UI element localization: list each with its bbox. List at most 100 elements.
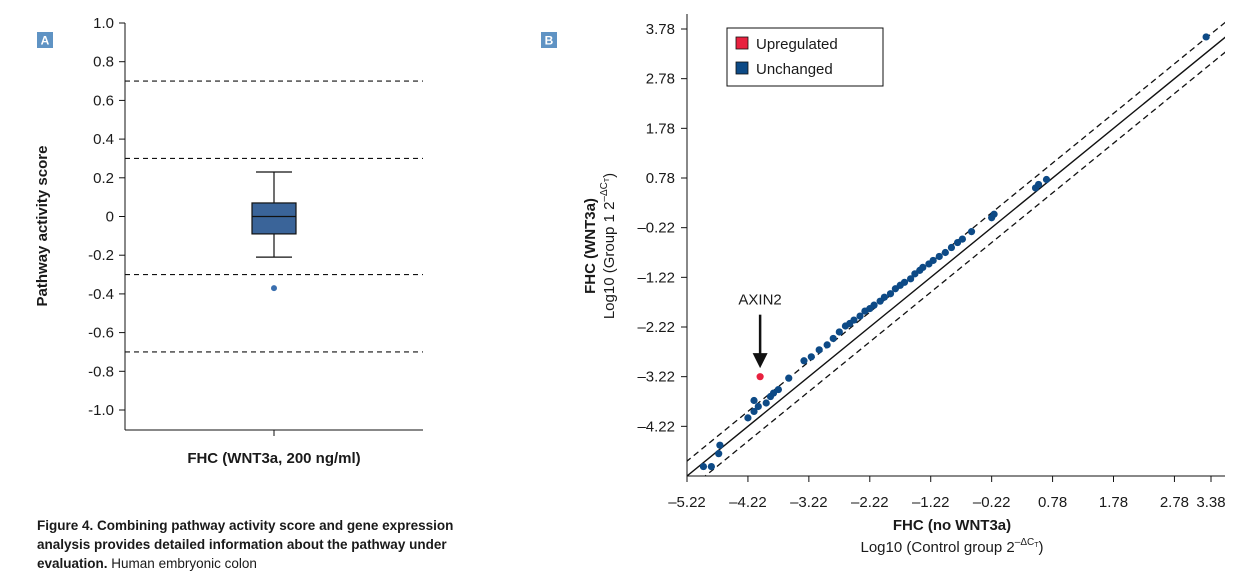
panel-b-point-unchanged xyxy=(1202,33,1210,41)
panel-a-y-tick-label: 0.2 xyxy=(93,170,114,187)
panel-b-x-axis-title: FHC (no WNT3a) xyxy=(893,517,1011,534)
panel-a-label: A xyxy=(41,34,50,48)
panel-a-y-ticks: 1.0 0.8 0.6 0.4 0.2 0 -0.2 -0.4 -0.6 -0.8 -1.0 xyxy=(88,15,125,419)
panel-b-y-tick-label: 0.78 xyxy=(646,170,675,187)
panel-a-y-tick-label: -0.2 xyxy=(88,247,114,264)
panel-b-points xyxy=(699,33,1210,471)
panel-a-x-axis-title: FHC (WNT3a, 200 ng/ml) xyxy=(187,450,360,467)
panel-a-y-tick-label: -0.6 xyxy=(88,325,114,342)
legend-swatch-unchanged xyxy=(735,61,749,75)
panel-b-point-unchanged xyxy=(907,275,915,283)
panel-a-y-tick-label: 0.6 xyxy=(93,92,114,109)
panel-b-x-axis-subtitle: Log10 (Control group 2–ΔCT) xyxy=(860,537,1043,556)
panel-b-point-unchanged xyxy=(829,334,837,343)
panel-a-y-axis-title: Pathway activity score xyxy=(34,146,51,307)
panel-b-point-unchanged xyxy=(716,441,724,449)
panel-b-upper-boundary xyxy=(687,21,1225,462)
panel-b-point-unchanged xyxy=(1042,175,1051,184)
panel-b-point-unchanged xyxy=(715,450,723,458)
panel-b-point-unchanged xyxy=(990,210,998,218)
panel-a: A 1.0 0.8 0.6 0.4 0.2 0 -0.2 -0.4 -0.6 -0.8 -1.0 P… xyxy=(34,15,423,467)
panel-b-point-unchanged xyxy=(856,312,864,320)
panel-b-legend: Upregulated Unchanged xyxy=(726,27,884,87)
panel-b-point-unchanged xyxy=(807,353,815,361)
panel-b-x-tick-label: –1.22 xyxy=(912,494,950,511)
panel-a-y-tick-label: 0 xyxy=(106,209,114,226)
panel-b-label-box xyxy=(541,32,557,48)
panel-b-y-axis-subtitle: Log10 (Group 1 2–ΔCT) xyxy=(599,173,618,319)
legend-swatch-upregulated xyxy=(735,36,749,50)
panel-b-y-tick-label: 2.78 xyxy=(646,71,675,88)
panel-b-point-unchanged xyxy=(744,414,752,422)
panel-b-point-unchanged xyxy=(1034,180,1043,189)
panel-b-x-tick-label: 0.78 xyxy=(1038,494,1067,511)
y-sub-main: Log10 (Group 1 2 xyxy=(601,202,618,320)
panel-a-y-tick-label: 0.4 xyxy=(93,131,114,148)
panel-b-x-tick-label: –4.22 xyxy=(729,494,767,511)
panel-b-point-unchanged xyxy=(870,301,878,309)
y-sub-close: ) xyxy=(601,173,618,178)
panel-b-point-unchanged xyxy=(774,385,782,394)
panel-b-x-tick-label: –0.22 xyxy=(973,494,1011,511)
panel-b-y-tick-label: 3.78 xyxy=(646,21,675,38)
panel-b-point-unchanged xyxy=(754,402,762,411)
panel-b-y-tick-label: –4.22 xyxy=(637,418,675,435)
panel-b-point-unchanged xyxy=(967,228,976,236)
panel-b-point-unchanged xyxy=(850,316,858,324)
figure-caption: Figure 4. Combining pathway activity sco… xyxy=(37,516,487,573)
panel-a-threshold-lines xyxy=(125,80,423,353)
legend-frame xyxy=(726,27,884,87)
panel-b-point-unchanged xyxy=(835,328,843,336)
panel-b-point-unchanged xyxy=(707,462,715,471)
panel-b-y-tick-label: –1.22 xyxy=(637,269,675,286)
panel-b-point-unchanged xyxy=(900,278,909,286)
panel-b-point-unchanged xyxy=(785,374,793,382)
panel-b-x-tick-label: –5.22 xyxy=(668,494,706,511)
panel-b-label: B xyxy=(545,34,554,48)
panel-b: B –5.22 –4.22 –3.22 –2.22 –1.22 –0.22 0.78 1.78… xyxy=(541,14,1226,556)
y-sub-sup-sub: T xyxy=(604,177,611,182)
legend-label-unchanged: Unchanged xyxy=(756,61,833,78)
panel-b-x-tick-label: –3.22 xyxy=(790,494,828,511)
x-sub-sup: –ΔC xyxy=(1015,537,1034,548)
panel-b-reference-lines xyxy=(687,21,1225,476)
panel-a-y-tick-label: 1.0 xyxy=(93,15,114,32)
panel-b-point-unchanged xyxy=(750,396,758,405)
panel-b-y-tick-label: 1.78 xyxy=(646,120,675,137)
panel-a-label-box xyxy=(37,32,53,48)
panel-b-point-unchanged xyxy=(750,407,758,416)
panel-b-y-axis-title: FHC (WNT3a) xyxy=(582,198,599,294)
panel-b-point-upregulated xyxy=(756,373,764,381)
panel-b-point-unchanged xyxy=(762,399,770,407)
panel-b-x-tick-label: –2.22 xyxy=(851,494,889,511)
x-sub-sup-sub: T xyxy=(1034,542,1039,549)
panel-a-box xyxy=(251,202,297,235)
panel-b-x-tick-label: 1.78 xyxy=(1099,494,1128,511)
panel-b-point-unchanged xyxy=(935,252,943,261)
panel-b-lower-boundary xyxy=(704,51,1225,476)
panel-b-y-tick-label: –2.22 xyxy=(637,319,675,336)
panel-a-y-tick-label: 0.8 xyxy=(93,54,114,71)
panel-b-point-unchanged xyxy=(815,346,823,354)
panel-a-outlier xyxy=(271,285,277,292)
legend-label-upregulated: Upregulated xyxy=(756,36,838,53)
annotation-axin2-label: AXIN2 xyxy=(738,292,781,309)
panel-b-x-tick-label: 2.78 xyxy=(1160,494,1189,511)
panel-b-point-unchanged xyxy=(823,341,831,349)
panel-a-y-tick-label: -1.0 xyxy=(88,402,114,419)
caption-text: Human embryonic colon xyxy=(111,556,257,571)
panel-b-x-tick-label: 3.38 xyxy=(1196,494,1225,511)
x-sub-close: ) xyxy=(1039,539,1044,556)
panel-b-point-unchanged xyxy=(947,243,956,252)
panel-b-point-unchanged xyxy=(919,263,927,271)
y-sub-sup: –ΔC xyxy=(599,182,610,201)
panel-a-y-tick-label: -0.4 xyxy=(88,286,114,303)
panel-b-point-unchanged xyxy=(880,293,889,301)
panel-a-y-tick-label: -0.8 xyxy=(88,363,114,380)
panel-b-point-unchanged xyxy=(929,256,937,265)
panel-a-boxplot xyxy=(251,171,297,292)
panel-b-point-unchanged xyxy=(941,248,949,257)
caption-bold: Figure 4. Combining pathway activity sco… xyxy=(37,518,454,571)
panel-b-point-unchanged xyxy=(699,462,708,471)
